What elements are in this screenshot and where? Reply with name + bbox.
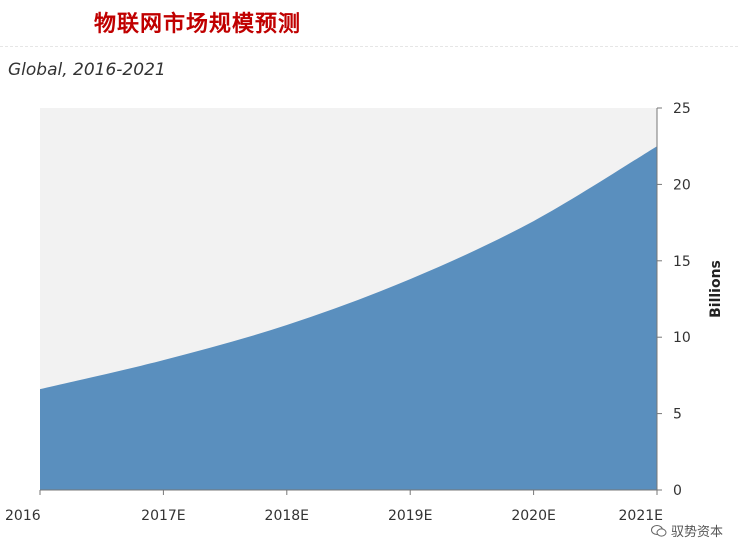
y-tick-label: 10 — [673, 330, 691, 346]
watermark: 驭势资本 — [647, 520, 726, 541]
x-tick-label: 2018E — [265, 508, 309, 524]
y-tick-label: 0 — [673, 483, 682, 499]
series-area — [40, 146, 657, 490]
y-axis-label: Billions — [708, 260, 724, 318]
y-tick-label: 25 — [673, 101, 691, 117]
chart-subtitle: Global, 2016-2021 — [8, 60, 166, 80]
watermark-text: 驭势资本 — [670, 525, 723, 540]
wechat-icon — [650, 525, 667, 537]
y-tick-label: 5 — [673, 407, 682, 423]
x-tick-label: 2017E — [141, 508, 185, 524]
chart-title: 物联网市场规模预测 — [94, 12, 302, 37]
x-tick-label: 2019E — [388, 508, 432, 524]
x-tick-label: 2020E — [511, 508, 555, 524]
y-tick-label: 15 — [673, 254, 691, 270]
header-divider — [0, 46, 738, 47]
y-tick-label: 20 — [673, 177, 691, 193]
x-tick-label: 2016 — [5, 508, 41, 524]
